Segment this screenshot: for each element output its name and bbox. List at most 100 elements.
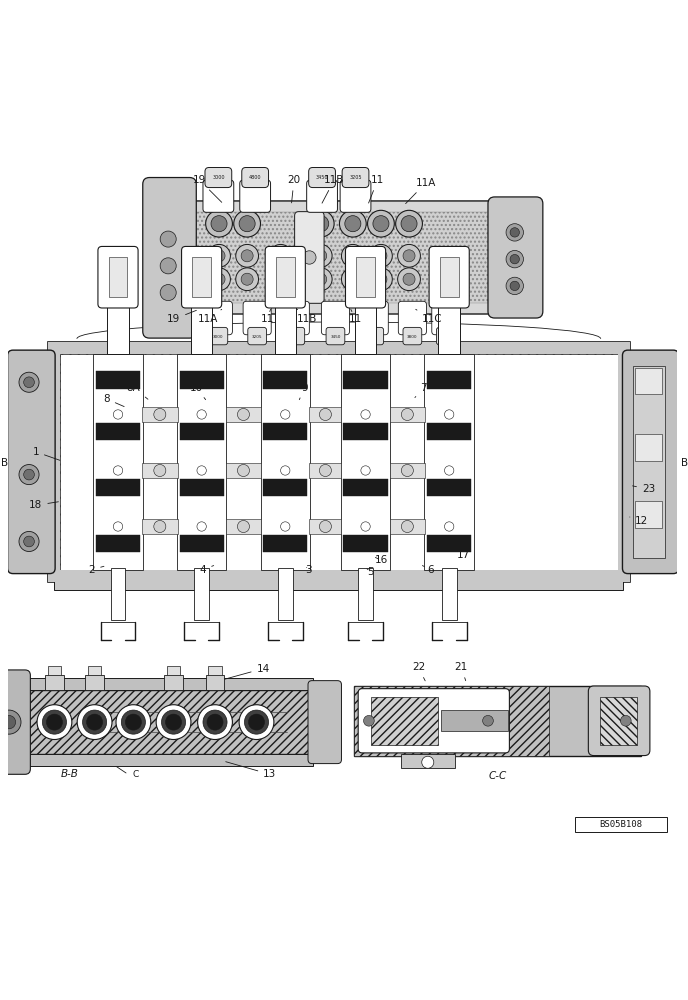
Circle shape	[510, 254, 519, 264]
FancyBboxPatch shape	[281, 301, 310, 335]
FancyBboxPatch shape	[432, 301, 460, 335]
Circle shape	[281, 522, 290, 531]
Circle shape	[197, 705, 233, 740]
Circle shape	[345, 216, 361, 232]
Text: 17: 17	[452, 550, 471, 560]
FancyBboxPatch shape	[204, 301, 233, 335]
Bar	[47, 342, 630, 354]
Bar	[111, 568, 125, 620]
Bar	[575, 817, 667, 832]
FancyBboxPatch shape	[403, 327, 422, 345]
FancyBboxPatch shape	[248, 327, 266, 345]
Bar	[275, 304, 296, 354]
Text: 12: 12	[630, 516, 649, 526]
Bar	[389, 463, 425, 478]
Text: 3205: 3205	[252, 335, 262, 339]
FancyBboxPatch shape	[182, 246, 222, 308]
Circle shape	[43, 710, 67, 734]
Text: 3: 3	[305, 565, 312, 575]
Text: 20: 20	[288, 175, 301, 203]
Text: 11B: 11B	[297, 309, 318, 324]
FancyBboxPatch shape	[265, 246, 305, 308]
Bar	[226, 407, 261, 422]
Text: 18: 18	[29, 500, 58, 510]
Circle shape	[208, 244, 230, 267]
Text: 8A: 8A	[127, 383, 148, 399]
Text: C: C	[126, 708, 132, 717]
Bar	[310, 519, 341, 534]
Bar	[47, 570, 630, 582]
Circle shape	[160, 231, 176, 247]
Circle shape	[236, 268, 259, 291]
FancyBboxPatch shape	[243, 301, 271, 335]
Bar	[264, 479, 308, 496]
Circle shape	[234, 210, 261, 237]
Circle shape	[236, 244, 259, 267]
Circle shape	[369, 268, 392, 291]
FancyBboxPatch shape	[358, 689, 509, 753]
Circle shape	[319, 520, 332, 533]
Bar	[343, 535, 387, 552]
FancyBboxPatch shape	[241, 167, 268, 188]
Bar	[261, 354, 310, 570]
Circle shape	[310, 244, 332, 267]
FancyBboxPatch shape	[398, 301, 427, 335]
Circle shape	[211, 216, 227, 232]
Circle shape	[308, 210, 334, 237]
Bar	[356, 257, 375, 297]
Circle shape	[403, 273, 415, 285]
Circle shape	[208, 268, 230, 291]
Text: 3450: 3450	[330, 335, 341, 339]
Text: 19: 19	[193, 175, 222, 202]
Bar	[389, 407, 425, 422]
Circle shape	[2, 715, 16, 729]
Circle shape	[114, 522, 122, 531]
Text: 2: 2	[89, 565, 104, 575]
FancyBboxPatch shape	[143, 178, 196, 338]
Circle shape	[341, 244, 364, 267]
Circle shape	[77, 705, 112, 740]
Circle shape	[207, 714, 223, 730]
Circle shape	[239, 705, 274, 740]
Circle shape	[203, 710, 227, 734]
Bar	[109, 257, 127, 297]
Circle shape	[310, 268, 332, 291]
Text: 3000: 3000	[212, 175, 224, 180]
FancyBboxPatch shape	[203, 180, 234, 212]
Circle shape	[363, 715, 374, 726]
Circle shape	[248, 714, 264, 730]
Circle shape	[398, 268, 420, 291]
Circle shape	[403, 250, 415, 262]
Bar	[438, 304, 460, 354]
Text: 3450: 3450	[316, 175, 328, 180]
Circle shape	[347, 250, 359, 262]
FancyBboxPatch shape	[286, 327, 305, 345]
Circle shape	[23, 469, 34, 480]
Circle shape	[506, 277, 524, 295]
Bar	[343, 371, 387, 389]
Circle shape	[339, 210, 366, 237]
Bar	[427, 479, 471, 496]
Bar	[206, 675, 224, 690]
Circle shape	[506, 224, 524, 241]
Circle shape	[206, 210, 233, 237]
Circle shape	[154, 408, 166, 420]
Bar	[264, 535, 308, 552]
FancyBboxPatch shape	[309, 167, 336, 188]
Circle shape	[401, 408, 413, 420]
Circle shape	[162, 710, 186, 734]
FancyBboxPatch shape	[8, 350, 55, 574]
Circle shape	[341, 268, 364, 291]
Text: 6: 6	[422, 565, 433, 575]
Text: 1: 1	[32, 447, 60, 460]
Bar	[276, 257, 294, 297]
Circle shape	[361, 410, 370, 419]
Bar	[180, 479, 224, 496]
Text: 13: 13	[226, 762, 277, 779]
Bar	[355, 304, 376, 354]
Bar	[167, 666, 180, 675]
Circle shape	[160, 285, 176, 301]
Bar	[142, 407, 178, 422]
Text: C-C: C-C	[488, 771, 506, 781]
Bar	[208, 666, 222, 675]
